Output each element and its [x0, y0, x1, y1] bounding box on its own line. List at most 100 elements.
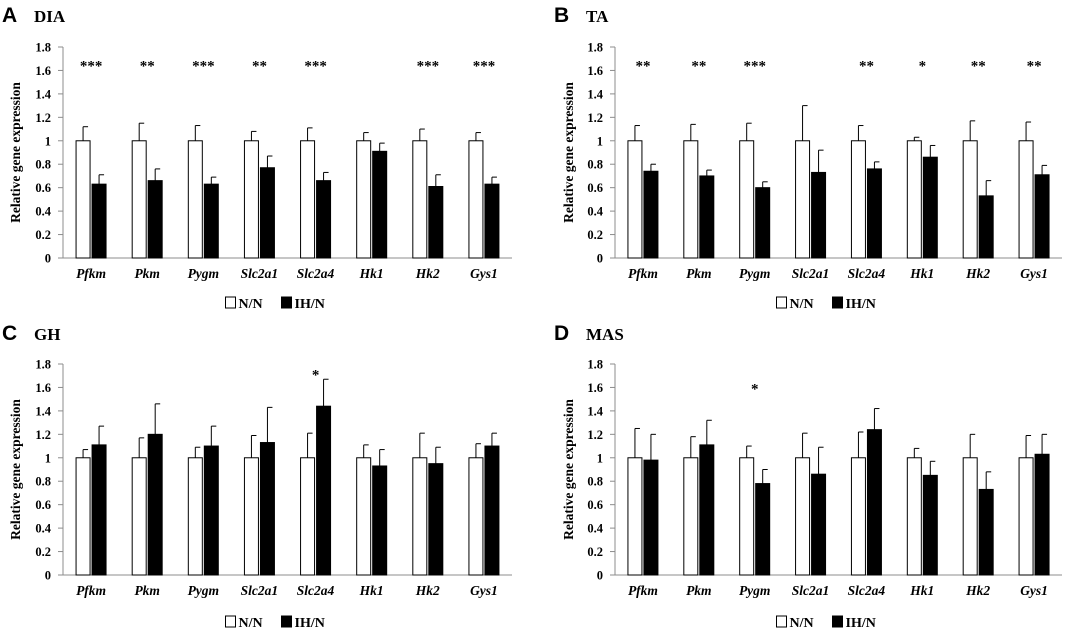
x-tick-label: Pfkm [628, 583, 658, 598]
y-tick-label: 1.6 [587, 381, 603, 395]
y-tick-label: 1.8 [587, 41, 603, 55]
panel-letter: D [554, 322, 569, 345]
legend-swatch-ihn [832, 296, 843, 309]
y-tick-label: 0.6 [587, 181, 603, 195]
legend-swatch-nn [225, 296, 236, 309]
y-tick-label: 1.6 [35, 64, 51, 78]
y-tick-label: 0.6 [587, 498, 603, 512]
bar-nn-hk1 [356, 140, 372, 259]
x-tick-label: Slc2a1 [241, 583, 279, 598]
bar-nn-slc2a1 [795, 140, 811, 259]
y-axis-label: Relative gene expression [561, 82, 576, 223]
chart-panel-b: B TA Relative gene expression 0 0.2 0.4 0.6 0.8… [554, 4, 1062, 312]
bar-ihn-pygm [755, 187, 771, 259]
bar-ihn-hk2 [428, 185, 444, 259]
x-tick-label: Slc2a1 [241, 266, 279, 281]
significance-marker: ** [252, 59, 267, 75]
bar-ihn-slc2a4 [316, 180, 332, 259]
x-tick-label: Pfkm [628, 266, 658, 281]
legend-label-ihn: IH/N [846, 616, 876, 631]
significance-marker: *** [417, 59, 440, 75]
bar-ihn-slc2a1 [259, 442, 275, 576]
y-tick-label: 0.4 [587, 522, 603, 536]
legend-swatch-ihn [832, 615, 843, 628]
panel-title: TA [586, 7, 609, 26]
bar-ihn-slc2a1 [811, 171, 827, 259]
bar-ihn-pkm [699, 175, 715, 259]
bar-ihn-gys1 [484, 445, 500, 576]
x-tick-label: Slc2a1 [792, 266, 830, 281]
y-tick-label: 1.6 [587, 64, 603, 78]
y-tick-label: 1.2 [35, 111, 51, 125]
significance-marker: ** [859, 59, 874, 75]
bar-ihn-gys1 [1034, 174, 1050, 259]
y-tick-label: 0.4 [587, 205, 603, 219]
legend-swatch-nn [225, 615, 236, 628]
y-tick-label: 0.6 [35, 181, 51, 195]
y-tick-label: 1.4 [35, 404, 51, 418]
y-tick-label: 1 [597, 451, 603, 465]
bar-ihn-pfkm [91, 444, 107, 576]
y-tick-label: 0.8 [35, 475, 51, 489]
panel-letter: B [554, 4, 569, 27]
bar-ihn-slc2a4 [866, 429, 882, 576]
y-tick-label: 1.6 [35, 381, 51, 395]
x-tick-label: Pkm [134, 583, 160, 598]
bar-nn-slc2a1 [795, 457, 811, 576]
bar-nn-slc2a4 [850, 140, 866, 259]
y-tick-label: 1.4 [587, 87, 603, 101]
x-tick-label: Gys1 [470, 583, 498, 598]
x-tick-label: Pygm [739, 583, 771, 598]
legend-swatch-ihn [281, 615, 292, 628]
bar-ihn-gys1 [1034, 453, 1050, 576]
bar-ihn-slc2a1 [811, 473, 827, 576]
y-tick-label: 1.2 [35, 428, 51, 442]
bar-ihn-pygm [203, 445, 219, 576]
y-tick-label: 0 [597, 569, 603, 583]
bar-ihn-pfkm [91, 183, 107, 259]
y-tick-label: 1.4 [587, 404, 603, 418]
bar-nn-slc2a1 [243, 140, 259, 259]
x-tick-label: Pkm [686, 583, 712, 598]
bar-nn-pkm [131, 457, 147, 576]
y-tick-label: 1.4 [35, 87, 51, 101]
y-tick-label: 0.4 [35, 205, 51, 219]
x-tick-label: Pkm [686, 266, 712, 281]
legend-label-ihn: IH/N [846, 297, 876, 312]
bar-nn-slc2a1 [243, 457, 259, 576]
bar-ihn-hk1 [372, 465, 388, 576]
significance-marker: *** [304, 59, 327, 75]
x-tick-label: Pfkm [76, 583, 106, 598]
x-tick-label: Pygm [188, 266, 220, 281]
bar-nn-pygm [187, 140, 203, 259]
bar-nn-pygm [187, 457, 203, 576]
chart-panel-c: C GH Relative gene expression 0 0.2 0.4 0.6 0.8… [2, 322, 512, 631]
y-tick-label: 0.4 [35, 522, 51, 536]
bar-nn-hk2 [412, 457, 428, 576]
x-tick-label: Hk2 [965, 583, 990, 598]
x-tick-label: Pkm [134, 266, 160, 281]
bar-ihn-slc2a4 [866, 168, 882, 259]
legend-label-nn: N/N [239, 297, 263, 312]
bar-nn-hk2 [412, 140, 428, 259]
y-tick-label: 1.2 [587, 428, 603, 442]
bar-nn-pkm [131, 140, 147, 259]
legend-swatch-nn [776, 615, 787, 628]
y-tick-label: 0 [45, 252, 51, 266]
y-tick-label: 0.2 [587, 228, 603, 242]
y-axis-label: Relative gene expression [8, 399, 23, 540]
legend-label-nn: N/N [790, 616, 814, 631]
bar-nn-pfkm [75, 457, 91, 576]
bar-nn-slc2a4 [300, 457, 316, 576]
chart-panel-d: D MAS Relative gene expression 0 0.2 0.4 0.6 0.… [554, 322, 1062, 631]
x-tick-label: Gys1 [470, 266, 498, 281]
bar-ihn-hk1 [922, 474, 938, 576]
y-tick-label: 0.8 [35, 158, 51, 172]
x-tick-label: Slc2a4 [848, 583, 886, 598]
bar-ihn-slc2a4 [316, 405, 332, 576]
y-tick-label: 1 [45, 451, 51, 465]
y-tick-label: 0 [45, 569, 51, 583]
panel-title: DIA [34, 7, 66, 26]
bar-nn-pygm [739, 140, 755, 259]
